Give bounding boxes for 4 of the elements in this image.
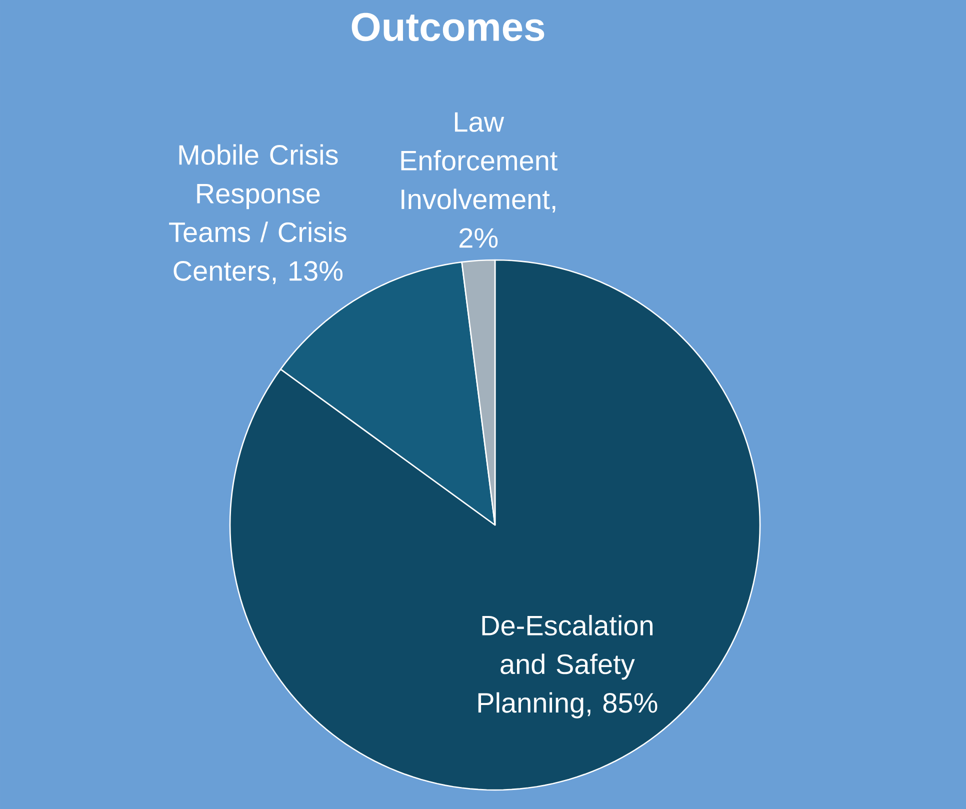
slice-label: Law Enforcement Involvement, 2%: [401, 112, 558, 248]
slice-label: Mobile Crisis Response Teams / Crisis Centers, 13%: [169, 144, 346, 284]
chart-title: Outcomes: [352, 12, 544, 42]
slice-label: De-Escalation and Safety Planning, 85%: [478, 614, 658, 718]
